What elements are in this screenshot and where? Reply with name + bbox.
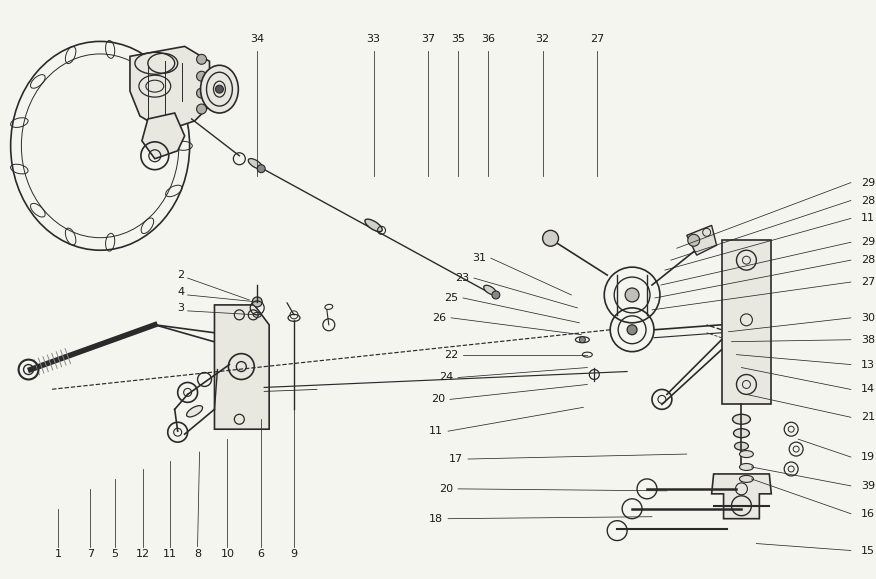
Text: 13: 13 [861,360,875,369]
Circle shape [215,85,223,93]
Text: 31: 31 [472,253,486,263]
Text: 11: 11 [861,214,875,223]
Text: 21: 21 [861,412,875,422]
Circle shape [579,337,585,343]
Text: 12: 12 [136,549,150,559]
Text: 22: 22 [444,350,458,360]
Text: 8: 8 [194,549,201,559]
Ellipse shape [248,159,262,169]
Text: 23: 23 [455,273,469,283]
Circle shape [196,54,207,64]
Circle shape [688,234,700,246]
Text: 26: 26 [432,313,446,323]
Circle shape [258,164,265,173]
Circle shape [196,104,207,114]
Text: 37: 37 [421,34,435,45]
Text: 29: 29 [861,178,875,188]
Text: 14: 14 [861,384,875,394]
Text: 11: 11 [429,426,443,436]
Text: 15: 15 [861,545,875,555]
Text: 28: 28 [861,255,875,265]
Text: 38: 38 [861,335,875,345]
Text: 6: 6 [258,549,265,559]
Text: 27: 27 [590,34,604,45]
Text: 19: 19 [861,452,875,462]
Polygon shape [722,240,771,404]
Polygon shape [711,474,771,519]
Ellipse shape [739,464,753,471]
Circle shape [542,230,559,246]
Text: 2: 2 [178,270,185,280]
Circle shape [196,71,207,81]
Text: 33: 33 [366,34,380,45]
Polygon shape [215,305,269,429]
Text: 5: 5 [111,549,118,559]
Text: 10: 10 [221,549,235,559]
Ellipse shape [484,285,496,295]
Text: 30: 30 [861,313,875,323]
Text: 35: 35 [451,34,465,45]
Polygon shape [687,225,717,255]
Ellipse shape [365,219,382,232]
Text: 28: 28 [861,196,875,206]
Circle shape [492,291,500,299]
Text: 32: 32 [535,34,549,45]
Circle shape [627,325,637,335]
Text: 3: 3 [178,303,185,313]
Text: 1: 1 [55,549,62,559]
Ellipse shape [734,442,748,450]
Text: 16: 16 [861,509,875,519]
Text: 24: 24 [439,372,453,383]
Ellipse shape [732,415,751,424]
Text: 18: 18 [429,514,443,523]
Text: 29: 29 [861,237,875,247]
Ellipse shape [187,406,202,417]
Text: 34: 34 [251,34,265,45]
Text: 11: 11 [163,549,177,559]
Ellipse shape [739,450,753,457]
Circle shape [196,88,207,98]
Ellipse shape [739,475,753,482]
Text: 20: 20 [439,484,453,494]
Text: 17: 17 [449,454,463,464]
Text: 9: 9 [291,549,298,559]
Ellipse shape [733,428,749,438]
Ellipse shape [201,65,238,113]
Text: 4: 4 [178,287,185,297]
Polygon shape [142,113,185,159]
Text: 7: 7 [87,549,94,559]
Circle shape [252,297,262,307]
Polygon shape [130,46,209,131]
Text: 27: 27 [861,277,875,287]
Text: 36: 36 [481,34,495,45]
Circle shape [625,288,639,302]
Text: 25: 25 [444,293,458,303]
Text: 20: 20 [431,394,445,404]
Text: 39: 39 [861,481,875,491]
